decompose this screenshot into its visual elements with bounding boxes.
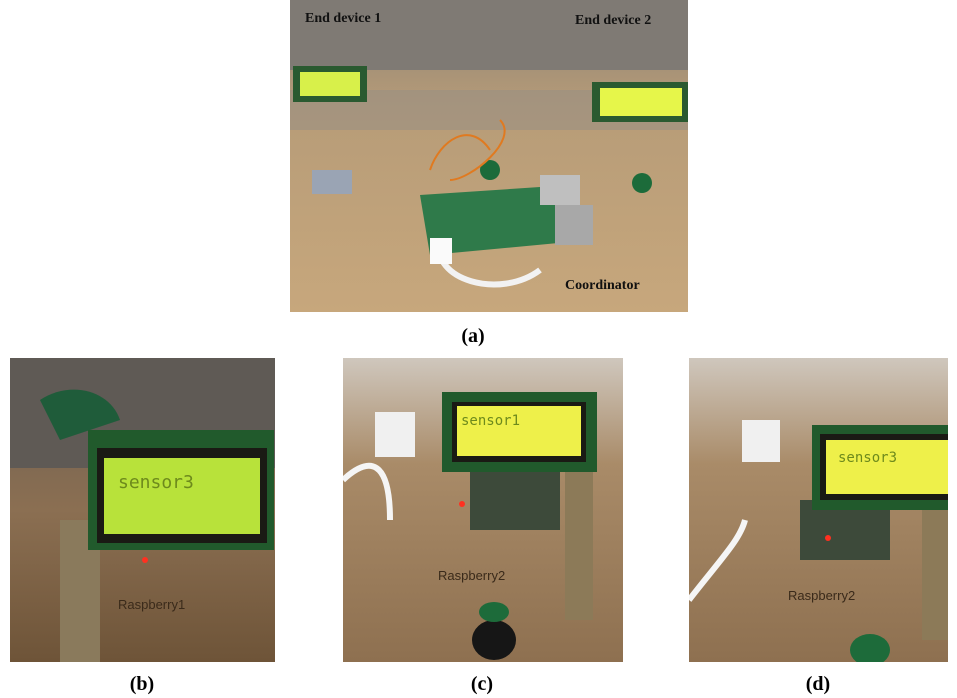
board-label: Raspberry2 [788,588,855,603]
panel-label: (d) [806,673,830,695]
lcd-text: sensor1 [461,413,520,429]
lcd-text: sensor3 [118,472,194,493]
photo-c: sensor1 Raspberry2 [343,358,623,662]
photo-d: sensor3 Raspberry2 [689,358,948,666]
panel-label: (b) [130,673,154,695]
panel-label: (a) [461,325,484,347]
photo-b: sensor3 Raspberry1 [10,358,275,662]
board-label: Raspberry1 [118,597,185,612]
board-label: Raspberry2 [438,568,505,583]
annotation: End device 2 [575,13,651,28]
figure: End device 1 End device 2 Coordinator (a… [0,0,957,698]
photo-a: End device 1 End device 2 Coordinator [290,0,688,312]
annotation: Coordinator [565,278,640,293]
annotation: End device 1 [305,11,381,26]
lcd-text: sensor3 [838,450,897,466]
panel-label: (c) [471,673,493,695]
